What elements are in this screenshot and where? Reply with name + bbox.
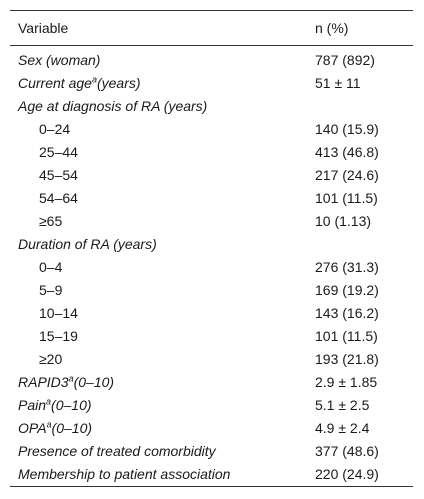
row-label-group: RAPID3a(0–10)	[10, 371, 311, 394]
footnote-marker: a	[91, 74, 97, 85]
row-value: 193 (21.8)	[315, 351, 379, 367]
footnote-marker: a	[46, 419, 52, 430]
table-header-row: Variable n (%)	[10, 10, 413, 46]
row-value: 169 (19.2)	[315, 282, 379, 298]
table-row: Current agea(years) 51 ± 11	[10, 72, 413, 95]
row-label: Pain	[18, 397, 47, 413]
row-value: 143 (16.2)	[315, 305, 379, 321]
row-value	[311, 95, 413, 118]
table-row: 5–9 169 (19.2)	[10, 279, 413, 302]
row-label-suffix: (0–10)	[51, 397, 92, 413]
row-label-suffix: (0–10)	[51, 420, 93, 436]
table-row: Paina(0–10) 5.1 ± 2.5	[10, 394, 413, 417]
row-value: 5.1 ± 2.5	[315, 397, 370, 413]
table-row: RAPID3a(0–10) 2.9 ± 1.85	[10, 371, 413, 394]
header-n-percent: n (%)	[315, 20, 349, 36]
row-label-group: Paina(0–10)	[10, 394, 311, 417]
footnote-marker: a	[46, 396, 52, 407]
row-value: 140 (15.9)	[315, 121, 379, 137]
table-row: 10–14 143 (16.2)	[10, 302, 413, 325]
row-label: 0–4	[39, 259, 63, 275]
data-table-container: Variable n (%) Sex (woman) 787 (892) Cur…	[10, 10, 413, 487]
row-label: 0–24	[39, 121, 71, 137]
row-label-suffix: (years)	[96, 75, 141, 91]
row-value: 2.9 ± 1.85	[315, 374, 378, 390]
row-value: 101 (11.5)	[315, 328, 378, 344]
table-row: 0–4 276 (31.3)	[10, 256, 413, 279]
row-label: 15–19	[39, 328, 78, 344]
row-label: Presence of treated comorbidity	[18, 443, 216, 459]
row-label: 25–44	[39, 144, 78, 160]
row-label-group: OPAa(0–10)	[10, 417, 311, 440]
table-row: Presence of treated comorbidity 377 (48.…	[10, 440, 413, 463]
table-row: OPAa(0–10) 4.9 ± 2.4	[10, 417, 413, 440]
table-row: ≥65 10 (1.13)	[10, 210, 413, 233]
row-label: 5–9	[39, 282, 63, 298]
table-row: 54–64 101 (11.5)	[10, 187, 413, 210]
characteristics-table: Variable n (%) Sex (woman) 787 (892) Cur…	[10, 10, 413, 487]
row-label: ≥20	[39, 351, 63, 367]
row-value: 51 ± 11	[315, 75, 361, 91]
row-label: Sex (woman)	[18, 52, 101, 68]
row-label: Membership to patient association	[18, 466, 231, 482]
row-label: Age at diagnosis of RA (years)	[18, 98, 208, 114]
row-value: 220 (24.9)	[315, 466, 379, 482]
row-value: 10 (1.13)	[315, 213, 372, 229]
table-row: Age at diagnosis of RA (years)	[10, 95, 413, 118]
row-label: OPA	[18, 420, 47, 436]
row-value: 217 (24.6)	[315, 167, 379, 183]
table-row: Sex (woman) 787 (892)	[10, 46, 413, 73]
table-row: ≥20 193 (21.8)	[10, 348, 413, 371]
table-row: Duration of RA (years)	[10, 233, 413, 256]
row-value: 276 (31.3)	[315, 259, 379, 275]
row-label-group: Current agea(years)	[10, 72, 311, 95]
row-label: 45–54	[39, 167, 78, 183]
header-variable: Variable	[18, 20, 69, 36]
table-row: 0–24 140 (15.9)	[10, 118, 413, 141]
row-label: Duration of RA (years)	[18, 236, 157, 252]
row-value	[311, 233, 413, 256]
row-value: 377 (48.6)	[315, 443, 379, 459]
row-label: 54–64	[39, 190, 78, 206]
row-label-suffix: (0–10)	[73, 374, 115, 390]
table-row: 45–54 217 (24.6)	[10, 164, 413, 187]
row-label: 10–14	[39, 305, 78, 321]
footnote-marker: a	[68, 373, 74, 384]
table-row: Membership to patient association 220 (2…	[10, 463, 413, 487]
row-label: RAPID3	[18, 374, 69, 390]
table-row: 25–44 413 (46.8)	[10, 141, 413, 164]
row-label: ≥65	[39, 213, 63, 229]
row-value: 4.9 ± 2.4	[315, 420, 370, 436]
row-value: 787 (892)	[315, 52, 375, 68]
row-value: 101 (11.5)	[315, 190, 378, 206]
row-value: 413 (46.8)	[315, 144, 379, 160]
row-label: Current age	[18, 75, 92, 91]
table-row: 15–19 101 (11.5)	[10, 325, 413, 348]
